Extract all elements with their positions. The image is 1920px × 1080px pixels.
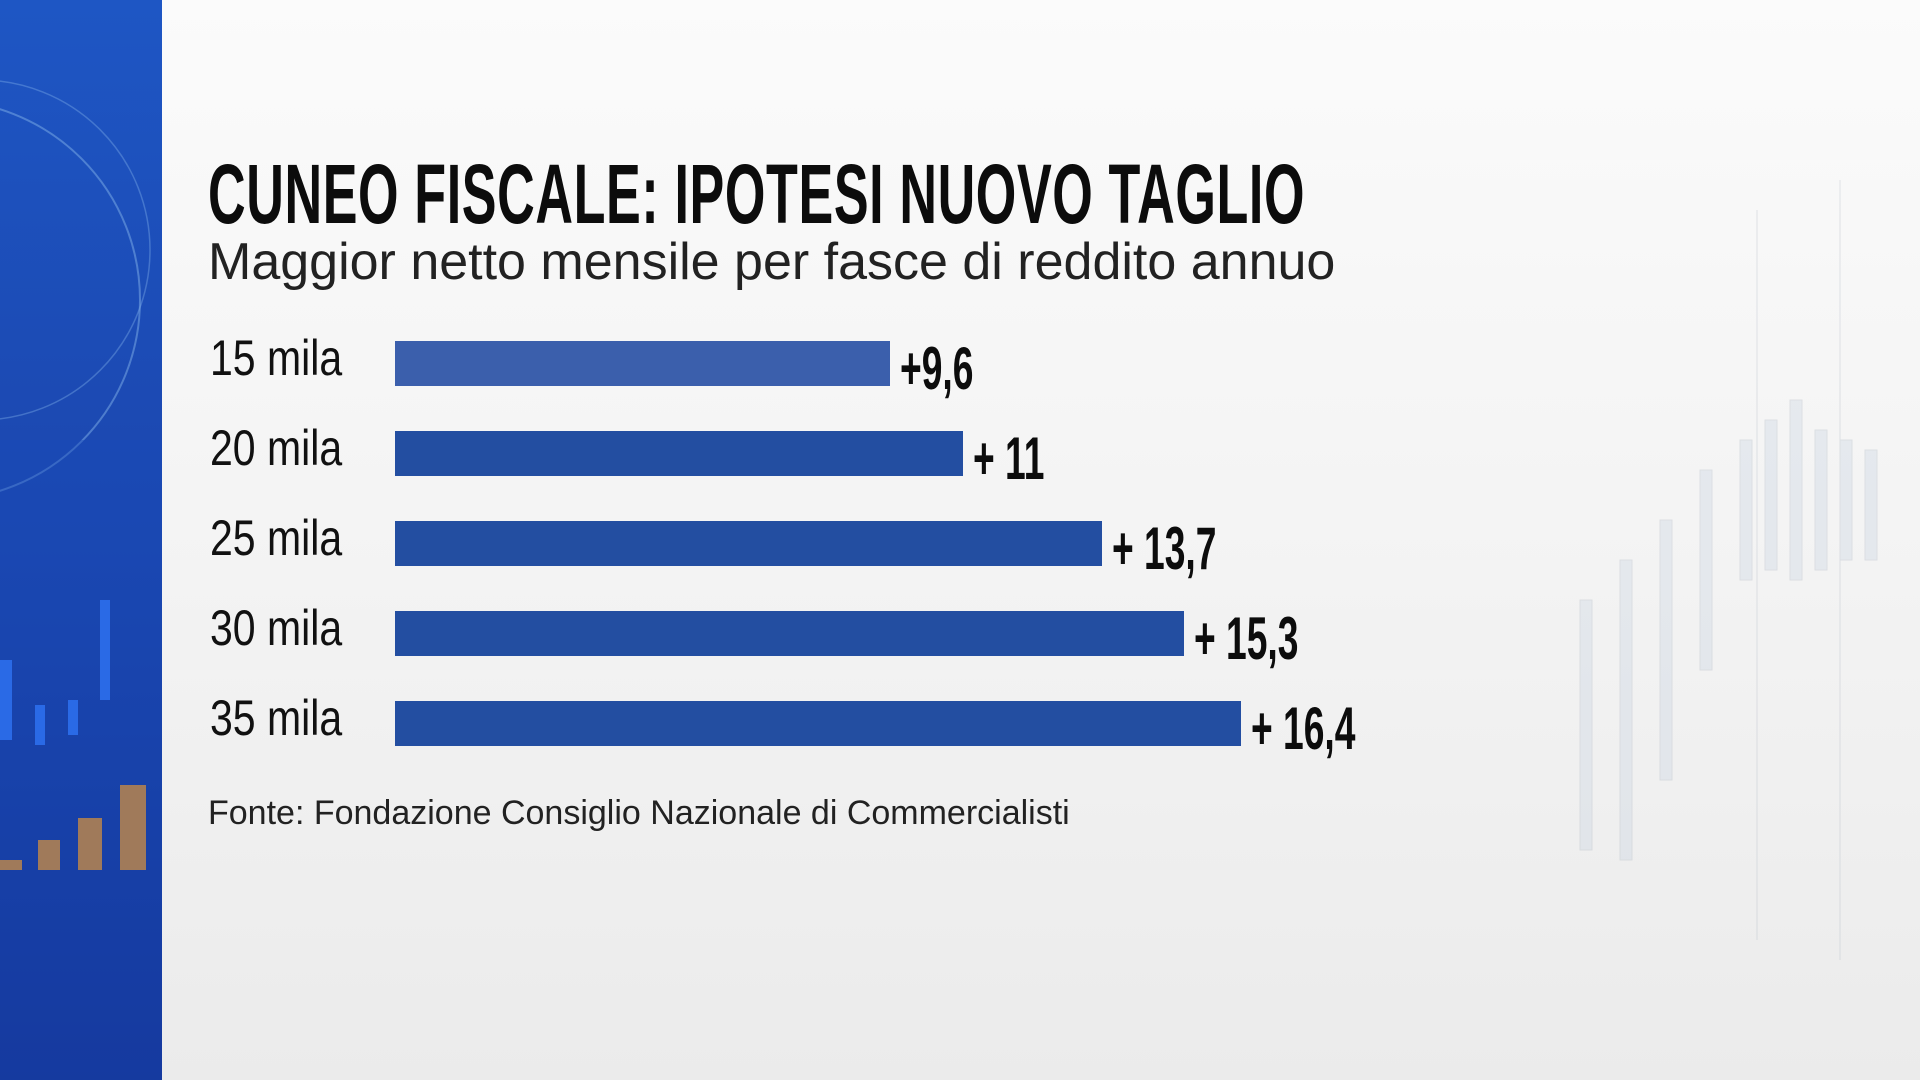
data-label: + 11 <box>972 425 1044 492</box>
data-label: + 13,7 <box>1111 515 1217 582</box>
chart-subtitle: Maggior netto mensile per fasce di reddi… <box>208 233 1336 291</box>
bar <box>395 611 1185 656</box>
bar <box>395 521 1102 566</box>
category-label: 30 mila <box>210 600 343 656</box>
candlestick-background-icon <box>1579 180 1878 960</box>
category-label: 20 mila <box>210 420 343 476</box>
category-label: 35 mila <box>210 690 343 746</box>
data-label: +9,6 <box>900 335 974 402</box>
source-note: Fonte: Fondazione Consiglio Nazionale di… <box>208 794 1070 832</box>
category-label: 25 mila <box>210 510 343 566</box>
chart-title: CUNEO FISCALE: IPOTESI NUOVO TAGLIO <box>208 147 1306 241</box>
data-label: + 16,4 <box>1251 695 1356 762</box>
data-label: + 15,3 <box>1194 605 1299 672</box>
bar <box>395 341 891 386</box>
category-label: 15 mila <box>210 330 343 386</box>
bar <box>395 701 1242 746</box>
bar <box>395 431 963 476</box>
finance-decoration-icon <box>0 80 162 1080</box>
decorative-side-strip <box>0 0 162 1080</box>
